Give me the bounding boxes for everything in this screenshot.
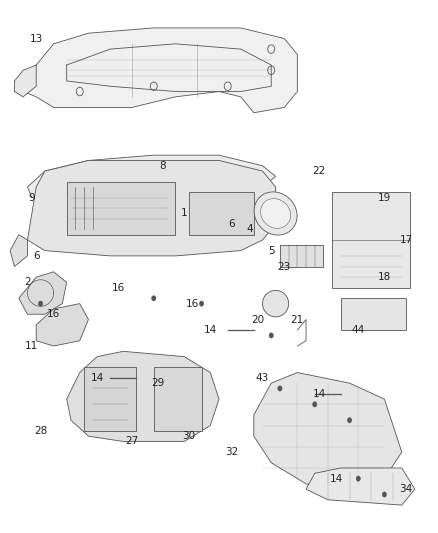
Ellipse shape bbox=[254, 192, 297, 235]
Circle shape bbox=[382, 492, 387, 497]
Text: 2: 2 bbox=[24, 277, 31, 287]
Text: 9: 9 bbox=[28, 192, 35, 203]
Bar bbox=[280, 245, 323, 266]
Text: 16: 16 bbox=[186, 298, 200, 309]
Bar bbox=[67, 182, 176, 235]
Polygon shape bbox=[254, 373, 402, 489]
Polygon shape bbox=[306, 468, 415, 505]
Text: 14: 14 bbox=[91, 373, 104, 383]
Text: 14: 14 bbox=[330, 474, 343, 483]
Circle shape bbox=[199, 301, 204, 306]
Text: 27: 27 bbox=[125, 437, 138, 447]
Polygon shape bbox=[10, 235, 28, 266]
Circle shape bbox=[347, 418, 352, 423]
Text: 16: 16 bbox=[47, 309, 60, 319]
Text: 14: 14 bbox=[312, 389, 326, 399]
Ellipse shape bbox=[261, 199, 291, 228]
Text: 16: 16 bbox=[112, 282, 126, 293]
Bar bbox=[332, 192, 410, 288]
Text: 11: 11 bbox=[25, 341, 39, 351]
Polygon shape bbox=[67, 351, 219, 441]
Bar bbox=[341, 298, 406, 330]
Polygon shape bbox=[28, 160, 276, 256]
Circle shape bbox=[152, 296, 156, 301]
Text: 18: 18 bbox=[378, 272, 391, 282]
Text: 6: 6 bbox=[229, 219, 235, 229]
Circle shape bbox=[356, 476, 360, 481]
Polygon shape bbox=[28, 155, 276, 203]
Text: 32: 32 bbox=[226, 447, 239, 457]
Text: 28: 28 bbox=[34, 426, 47, 436]
Bar bbox=[154, 367, 201, 431]
Text: 14: 14 bbox=[204, 325, 217, 335]
Circle shape bbox=[39, 301, 43, 306]
Text: 30: 30 bbox=[182, 431, 195, 441]
Bar bbox=[188, 192, 254, 235]
Circle shape bbox=[278, 386, 282, 391]
Polygon shape bbox=[19, 272, 67, 314]
Text: 1: 1 bbox=[181, 208, 187, 219]
Polygon shape bbox=[14, 65, 36, 97]
Text: 4: 4 bbox=[246, 224, 253, 235]
Bar bbox=[84, 367, 136, 431]
Circle shape bbox=[313, 402, 317, 407]
Ellipse shape bbox=[262, 290, 289, 317]
Text: 17: 17 bbox=[399, 235, 413, 245]
Text: 43: 43 bbox=[256, 373, 269, 383]
Text: 21: 21 bbox=[291, 314, 304, 325]
Circle shape bbox=[269, 333, 273, 338]
Text: 34: 34 bbox=[399, 484, 413, 494]
Polygon shape bbox=[23, 28, 297, 113]
Text: 6: 6 bbox=[33, 251, 39, 261]
Text: 13: 13 bbox=[30, 34, 43, 44]
Text: 23: 23 bbox=[278, 262, 291, 271]
Text: 19: 19 bbox=[378, 192, 391, 203]
Text: 8: 8 bbox=[159, 161, 166, 171]
Text: 5: 5 bbox=[268, 246, 275, 256]
Text: 22: 22 bbox=[312, 166, 326, 176]
Polygon shape bbox=[36, 304, 88, 346]
Text: 44: 44 bbox=[352, 325, 365, 335]
Text: 20: 20 bbox=[251, 314, 265, 325]
Text: 29: 29 bbox=[152, 378, 165, 388]
